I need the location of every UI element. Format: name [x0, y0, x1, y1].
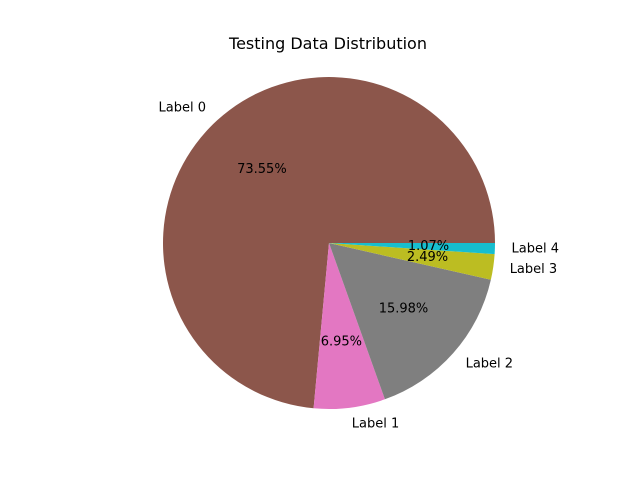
slice-label-2: Label 2 [466, 357, 513, 372]
slice-percent-0: 73.55% [237, 162, 287, 177]
pie-slices [162, 76, 495, 409]
chart-title: Testing Data Distribution [228, 34, 427, 53]
slice-label-3: Label 3 [510, 262, 557, 277]
slice-percent-4: 1.07% [408, 239, 449, 254]
slice-label-4: Label 4 [512, 242, 559, 257]
pie-slice-label-1 [313, 243, 385, 409]
slice-percent-1: 6.95% [321, 334, 362, 349]
pie-slice-label-4 [329, 243, 495, 255]
pie-slice-label-0 [162, 76, 495, 409]
pie-slice-label-2 [329, 243, 491, 400]
pie-labels: Label 0 73.55% Label 1 6.95% Label 2 15.98% La… [159, 101, 559, 432]
slice-label-0: Label 0 [159, 101, 206, 116]
pie-slice-label-3 [329, 243, 495, 280]
slice-label-1: Label 1 [352, 417, 399, 432]
slice-percent-2: 15.98% [379, 302, 429, 317]
slice-percent-3: 2.49% [407, 250, 448, 265]
